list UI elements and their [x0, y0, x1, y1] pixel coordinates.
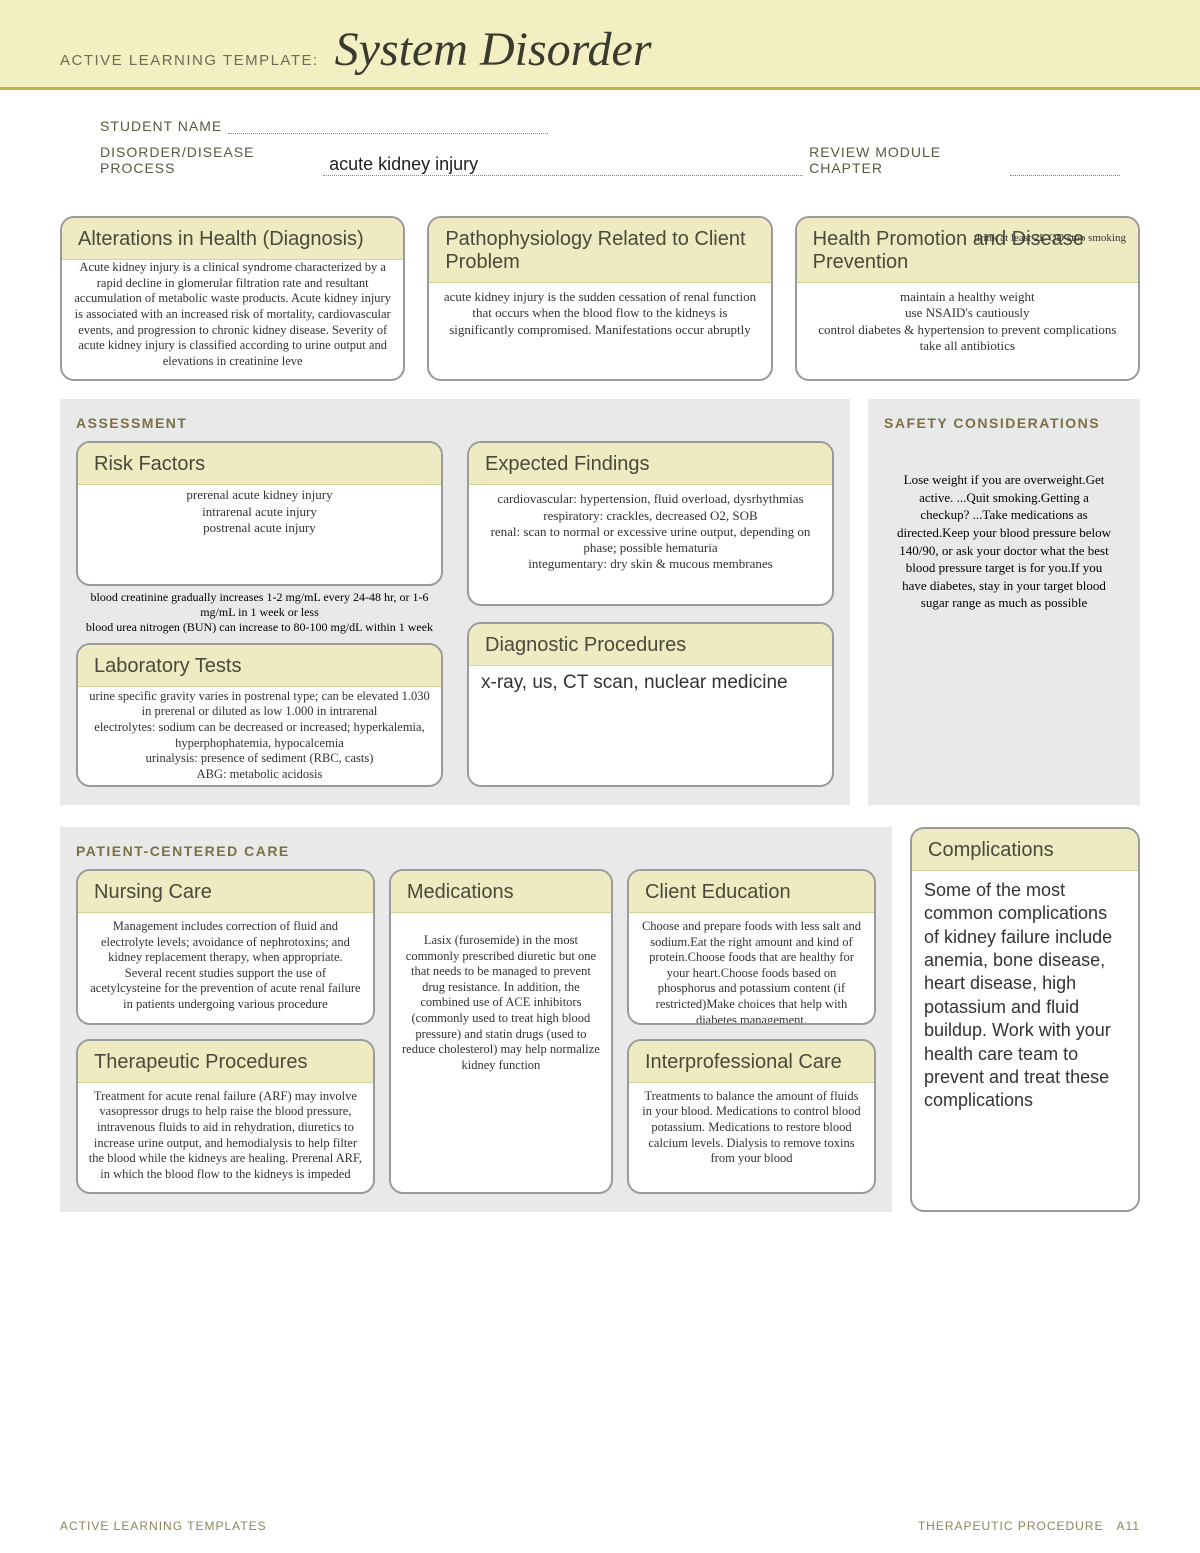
- meds-heading: Medications: [391, 871, 611, 913]
- title-banner: ACTIVE LEARNING TEMPLATE: System Disorde…: [0, 0, 1200, 90]
- risk-tile: Risk Factors prerenal acute kidney injur…: [76, 441, 443, 585]
- assessment-label: ASSESSMENT: [76, 415, 834, 431]
- diag-heading: Diagnostic Procedures: [469, 624, 832, 666]
- therapeutic-tile: Therapeutic Procedures Treatment for acu…: [76, 1039, 375, 1195]
- expected-body: cardiovascular: hypertension, fluid over…: [469, 485, 832, 582]
- assessment-col-right: Expected Findings cardiovascular: hypert…: [467, 441, 834, 787]
- promo-body: maintain a healthy weight use NSAID's ca…: [797, 283, 1138, 364]
- pcc-row: PATIENT-CENTERED CARE Nursing Care Manag…: [60, 827, 1140, 1213]
- lab-tile: Laboratory Tests urine specific gravity …: [76, 643, 443, 787]
- meta-block: STUDENT NAME DISORDER/DISEASE PROCESS ac…: [0, 90, 1200, 206]
- complications-col: Complications Some of the most common co…: [910, 827, 1140, 1213]
- safety-label: SAFETY CONSIDERATIONS: [884, 415, 1124, 431]
- footer-right-label: THERAPEUTIC PROCEDURE: [918, 1519, 1104, 1533]
- assessment-grid: Risk Factors prerenal acute kidney injur…: [76, 441, 834, 787]
- interprof-body: Treatments to balance the amount of flui…: [629, 1083, 874, 1177]
- interprof-heading: Interprofessional Care: [629, 1041, 874, 1083]
- therapeutic-body: Treatment for acute renal failure (ARF) …: [78, 1083, 373, 1193]
- assessment-col-left: Risk Factors prerenal acute kidney injur…: [76, 441, 443, 787]
- template-label: ACTIVE LEARNING TEMPLATE:: [60, 52, 319, 69]
- alterations-body: Acute kidney injury is a clinical syndro…: [62, 254, 403, 379]
- page-footer: ACTIVE LEARNING TEMPLATES THERAPEUTIC PR…: [0, 1519, 1200, 1533]
- page: ACTIVE LEARNING TEMPLATE: System Disorde…: [0, 0, 1200, 1553]
- education-heading: Client Education: [629, 871, 874, 913]
- safety-panel: SAFETY CONSIDERATIONS Lose weight if you…: [868, 399, 1140, 805]
- complications-body: Some of the most common complications of…: [912, 871, 1138, 1125]
- footer-left: ACTIVE LEARNING TEMPLATES: [60, 1519, 267, 1533]
- therapeutic-heading: Therapeutic Procedures: [78, 1041, 373, 1083]
- pcc-panel: PATIENT-CENTERED CARE Nursing Care Manag…: [60, 827, 892, 1213]
- page-title: System Disorder: [335, 22, 652, 77]
- lab-heading: Laboratory Tests: [78, 645, 441, 687]
- pcc-col-3: Client Education Choose and prepare food…: [627, 869, 876, 1195]
- nursing-tile: Nursing Care Management includes correct…: [76, 869, 375, 1025]
- pcc-col-2: Medications Lasix (furosemide) in the mo…: [389, 869, 613, 1195]
- student-name-field[interactable]: [228, 133, 548, 134]
- footer-page: A11: [1117, 1519, 1140, 1533]
- education-tile: Client Education Choose and prepare food…: [627, 869, 876, 1025]
- content-area: Alterations in Health (Diagnosis) Acute …: [0, 206, 1200, 1212]
- disorder-field[interactable]: acute kidney injury: [323, 154, 803, 176]
- risk-heading: Risk Factors: [78, 443, 441, 485]
- assessment-safety-row: ASSESSMENT Risk Factors prerenal acute k…: [60, 399, 1140, 805]
- education-body: Choose and prepare foods with less salt …: [629, 913, 874, 1025]
- disorder-row: DISORDER/DISEASE PROCESS acute kidney in…: [100, 144, 1120, 176]
- review-label: REVIEW MODULE CHAPTER: [809, 144, 1004, 176]
- promo-tile: Health Promotion and Disease Prevention …: [795, 216, 1140, 381]
- complications-tile: Complications Some of the most common co…: [910, 827, 1140, 1213]
- risk-body: prerenal acute kidney injury intrarenal …: [78, 485, 441, 576]
- interprof-tile: Interprofessional Care Treatments to bal…: [627, 1039, 876, 1195]
- diag-tile: Diagnostic Procedures x-ray, us, CT scan…: [467, 622, 834, 787]
- expected-heading: Expected Findings: [469, 443, 832, 485]
- expected-tile: Expected Findings cardiovascular: hypert…: [467, 441, 834, 606]
- safety-body: Lose weight if you are overweight.Get ac…: [884, 441, 1124, 641]
- assessment-panel: ASSESSMENT Risk Factors prerenal acute k…: [60, 399, 850, 805]
- promo-overlap: drink at least 2L QD stop smoking: [974, 232, 1126, 244]
- footer-right: THERAPEUTIC PROCEDURE A11: [918, 1519, 1140, 1533]
- lab-body: urine specific gravity varies in postren…: [78, 687, 441, 787]
- pcc-label: PATIENT-CENTERED CARE: [76, 843, 876, 859]
- top-row: Alterations in Health (Diagnosis) Acute …: [60, 216, 1140, 381]
- nursing-heading: Nursing Care: [78, 871, 373, 913]
- student-name-row: STUDENT NAME: [100, 118, 1120, 134]
- patho-heading: Pathophysiology Related to Client Proble…: [429, 218, 770, 283]
- review-field[interactable]: [1010, 175, 1120, 176]
- student-name-label: STUDENT NAME: [100, 118, 222, 134]
- promo-heading: Health Promotion and Disease Prevention …: [797, 218, 1138, 283]
- risk-extra: blood creatinine gradually increases 1-2…: [76, 588, 443, 637]
- pcc-col-1: Nursing Care Management includes correct…: [76, 869, 375, 1195]
- disorder-label: DISORDER/DISEASE PROCESS: [100, 144, 317, 176]
- diag-body: x-ray, us, CT scan, nuclear medicine: [469, 666, 832, 718]
- nursing-body: Management includes correction of fluid …: [78, 913, 373, 1023]
- meds-body: Lasix (furosemide) in the most commonly …: [391, 913, 611, 1084]
- meds-tile: Medications Lasix (furosemide) in the mo…: [389, 869, 613, 1195]
- patho-tile: Pathophysiology Related to Client Proble…: [427, 216, 772, 381]
- complications-heading: Complications: [912, 829, 1138, 871]
- alterations-tile: Alterations in Health (Diagnosis) Acute …: [60, 216, 405, 381]
- patho-body: acute kidney injury is the sudden cessat…: [429, 283, 770, 348]
- pcc-grid: Nursing Care Management includes correct…: [76, 869, 876, 1195]
